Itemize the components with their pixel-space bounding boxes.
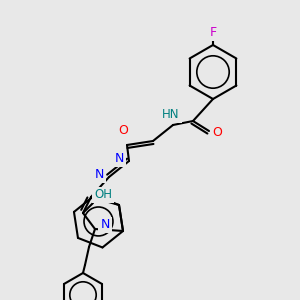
Text: N: N <box>100 218 110 232</box>
Text: N: N <box>114 152 124 166</box>
Text: OH: OH <box>94 188 112 202</box>
Text: O: O <box>118 124 128 137</box>
Text: F: F <box>209 26 217 40</box>
Text: O: O <box>212 127 222 140</box>
Text: N: N <box>94 169 104 182</box>
Text: HN: HN <box>162 109 180 122</box>
